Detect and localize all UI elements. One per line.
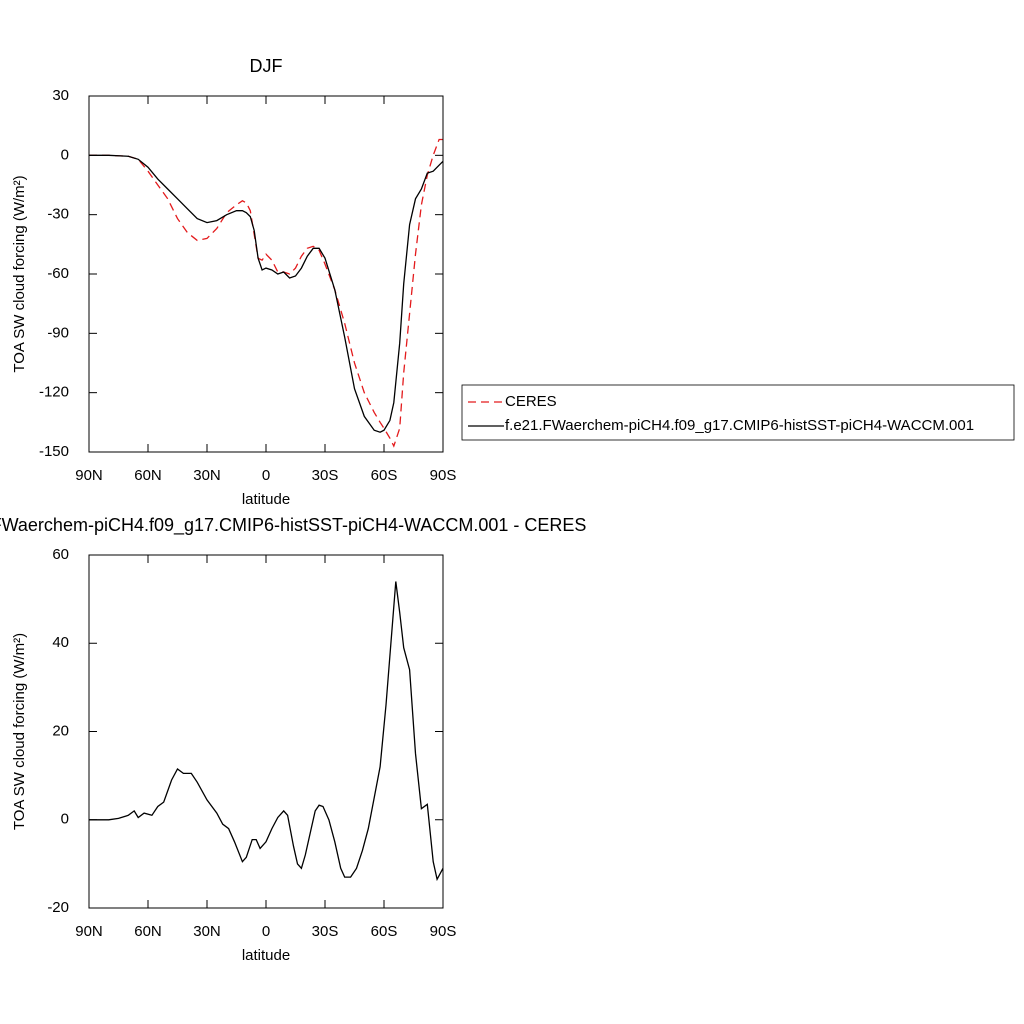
x-tick-label: 60N [134, 923, 162, 940]
x-tick-label: 60N [134, 467, 162, 484]
y-tick-label: 60 [52, 546, 69, 563]
plot-frame [88, 95, 444, 453]
data-line [89, 138, 443, 448]
x-tick-label: 30S [312, 923, 339, 940]
chart-title: DJF [250, 56, 283, 76]
y-tick-label: -90 [47, 324, 69, 341]
y-axis-label: TOA SW cloud forcing (W/m²) [11, 633, 28, 830]
legend-label: f.e21.FWaerchem-piCH4.f09_g17.CMIP6-hist… [505, 417, 974, 434]
x-axis-label: latitude [242, 491, 290, 508]
y-tick-label: -150 [39, 443, 69, 460]
x-tick-label: 90S [430, 923, 457, 940]
x-tick-label: 60S [371, 467, 398, 484]
x-tick-label: 90N [75, 467, 103, 484]
y-tick-label: -120 [39, 384, 69, 401]
chart-title: f.e21.FWaerchem-piCH4.f09_g17.CMIP6-hist… [0, 515, 586, 536]
data-line [89, 581, 444, 882]
x-tick-label: 0 [262, 467, 270, 484]
y-axis-label: TOA SW cloud forcing (W/m²) [11, 175, 28, 372]
legend-label: CERES [505, 393, 557, 410]
x-tick-label: 30N [193, 467, 221, 484]
y-tick-label: 0 [61, 811, 69, 828]
y-tick-label: 40 [52, 634, 69, 651]
x-tick-label: 90N [75, 923, 103, 940]
y-tick-label: -30 [47, 206, 69, 223]
y-tick-label: -20 [47, 899, 69, 916]
x-tick-label: 60S [371, 923, 398, 940]
y-tick-label: 30 [52, 87, 69, 104]
y-tick-label: 0 [61, 146, 69, 163]
y-tick-label: -60 [47, 265, 69, 282]
data-line [89, 154, 444, 433]
x-axis-label: latitude [242, 947, 290, 964]
x-tick-label: 30N [193, 923, 221, 940]
x-tick-label: 0 [262, 923, 270, 940]
x-tick-label: 30S [312, 467, 339, 484]
legend-box [461, 384, 1015, 441]
plot-frame [88, 554, 444, 909]
y-tick-label: 20 [52, 722, 69, 739]
x-tick-label: 90S [430, 467, 457, 484]
